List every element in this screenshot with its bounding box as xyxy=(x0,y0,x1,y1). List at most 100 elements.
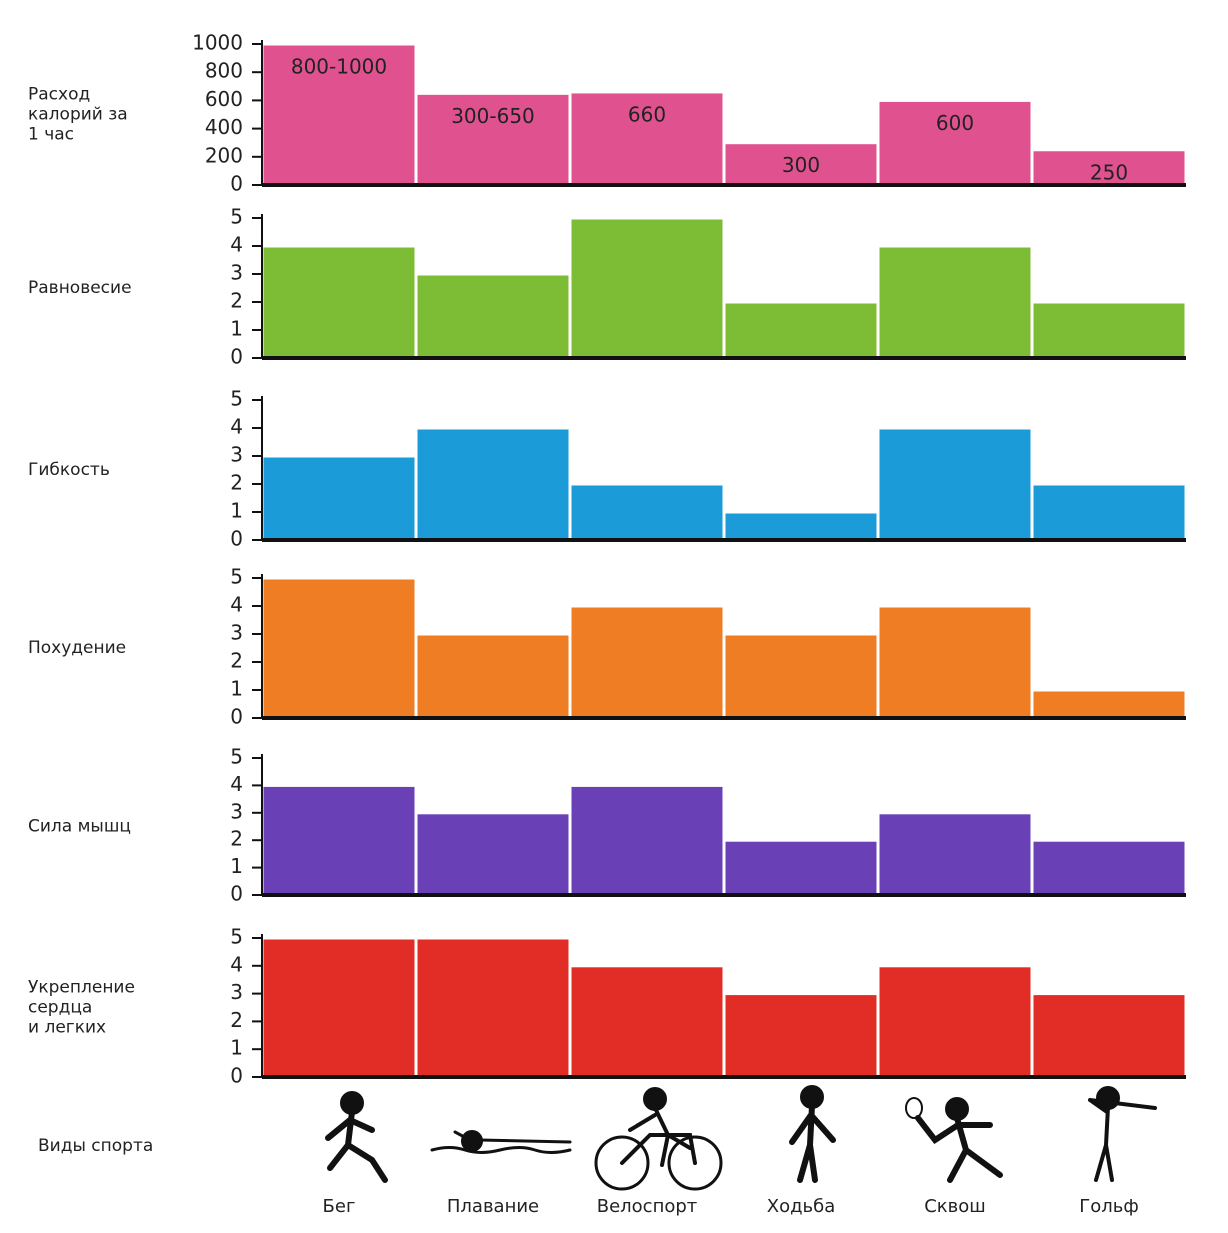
y-tick-label: 3 xyxy=(230,980,243,1004)
y-tick-label: 2 xyxy=(230,471,243,495)
bar xyxy=(260,244,418,360)
bar xyxy=(260,454,418,542)
bar xyxy=(568,964,726,1079)
bar xyxy=(1030,838,1188,897)
bar xyxy=(876,426,1034,542)
y-tick-label: 2 xyxy=(230,827,243,851)
value-label: 800-1000 xyxy=(291,55,387,79)
y-tick-label: 0 xyxy=(230,527,243,551)
y-axis-label: и легких xyxy=(28,1018,106,1038)
y-tick-label: 2 xyxy=(230,649,243,673)
bar xyxy=(414,426,572,542)
y-axis-label: 1 час xyxy=(28,125,74,145)
bar xyxy=(1030,992,1188,1079)
y-axis-label: Расход xyxy=(28,85,90,105)
value-label: 600 xyxy=(936,111,974,135)
sport-icon xyxy=(1088,1086,1157,1182)
bar xyxy=(414,632,572,720)
bar xyxy=(260,576,418,720)
sport-icon xyxy=(325,1091,388,1183)
bar xyxy=(876,964,1034,1079)
y-tick-label: 1 xyxy=(230,317,243,341)
x-tick-label: Бег xyxy=(323,1196,356,1217)
sport-icons xyxy=(325,1085,1157,1191)
y-tick-label: 3 xyxy=(230,799,243,823)
y-tick-label: 400 xyxy=(205,115,243,139)
y-axis-label: Гибкость xyxy=(28,460,110,480)
bar xyxy=(1030,300,1188,360)
y-axis-label: Сила мышц xyxy=(28,817,131,837)
y-axis-label: Похудение xyxy=(28,638,126,658)
bar xyxy=(1030,688,1188,720)
bar xyxy=(722,838,880,897)
y-tick-label: 4 xyxy=(230,415,243,439)
y-tick-label: 5 xyxy=(230,387,243,411)
x-axis-label: Виды спорта xyxy=(38,1136,153,1156)
bar xyxy=(722,300,880,360)
bar xyxy=(260,936,418,1079)
bar xyxy=(568,90,726,187)
bar xyxy=(568,604,726,720)
bar xyxy=(876,604,1034,720)
y-tick-label: 1 xyxy=(230,499,243,523)
y-tick-label: 2 xyxy=(230,1008,243,1032)
y-tick-label: 4 xyxy=(230,233,243,257)
sport-icon xyxy=(430,1130,572,1154)
sport-icon xyxy=(905,1097,1003,1183)
y-tick-label: 5 xyxy=(230,565,243,589)
y-tick-label: 5 xyxy=(230,745,243,769)
value-label: 300 xyxy=(782,153,820,177)
bar xyxy=(722,510,880,542)
x-tick-label: Гольф xyxy=(1079,1196,1139,1217)
y-tick-label: 0 xyxy=(230,882,243,906)
sport-icon xyxy=(594,1087,723,1191)
bar xyxy=(722,632,880,720)
y-tick-label: 4 xyxy=(230,772,243,796)
x-tick-label: Плавание xyxy=(447,1196,539,1217)
bar xyxy=(414,936,572,1079)
y-tick-label: 2 xyxy=(230,289,243,313)
y-tick-label: 5 xyxy=(230,205,243,229)
y-tick-label: 0 xyxy=(230,172,243,196)
y-tick-label: 0 xyxy=(230,345,243,369)
y-tick-label: 0 xyxy=(230,705,243,729)
value-label: 250 xyxy=(1090,160,1128,184)
y-axis-label: калорий за xyxy=(28,105,128,125)
y-tick-label: 3 xyxy=(230,621,243,645)
y-tick-label: 3 xyxy=(230,261,243,285)
y-tick-label: 4 xyxy=(230,952,243,976)
y-tick-label: 5 xyxy=(230,925,243,949)
bar xyxy=(568,783,726,897)
bar xyxy=(722,992,880,1079)
bar xyxy=(414,91,572,187)
y-tick-label: 0 xyxy=(230,1064,243,1088)
y-tick-label: 1 xyxy=(230,1036,243,1060)
value-label: 660 xyxy=(628,102,666,126)
y-axis-label: сердца xyxy=(28,998,92,1018)
y-tick-label: 1 xyxy=(230,677,243,701)
x-tick-label: Велоспорт xyxy=(597,1196,698,1217)
bar xyxy=(568,216,726,360)
sport-icon xyxy=(789,1085,836,1183)
x-tick-label: Ходьба xyxy=(767,1196,836,1217)
y-tick-label: 4 xyxy=(230,593,243,617)
x-tick-label: Сквош xyxy=(924,1196,986,1217)
y-tick-label: 1 xyxy=(230,854,243,878)
bar xyxy=(414,272,572,360)
bar xyxy=(260,783,418,897)
bar xyxy=(876,811,1034,897)
bar xyxy=(876,244,1034,360)
y-tick-label: 600 xyxy=(205,87,243,111)
y-axis-label: Укрепление xyxy=(28,978,135,998)
y-tick-label: 800 xyxy=(205,59,243,83)
bar xyxy=(414,811,572,897)
bar xyxy=(722,141,880,187)
value-label: 300-650 xyxy=(451,104,535,128)
bar xyxy=(568,482,726,542)
y-axis-label: Равновесие xyxy=(28,278,132,298)
y-tick-label: 1000 xyxy=(192,31,243,55)
y-tick-label: 200 xyxy=(205,143,243,167)
bar xyxy=(1030,482,1188,542)
y-tick-label: 3 xyxy=(230,443,243,467)
